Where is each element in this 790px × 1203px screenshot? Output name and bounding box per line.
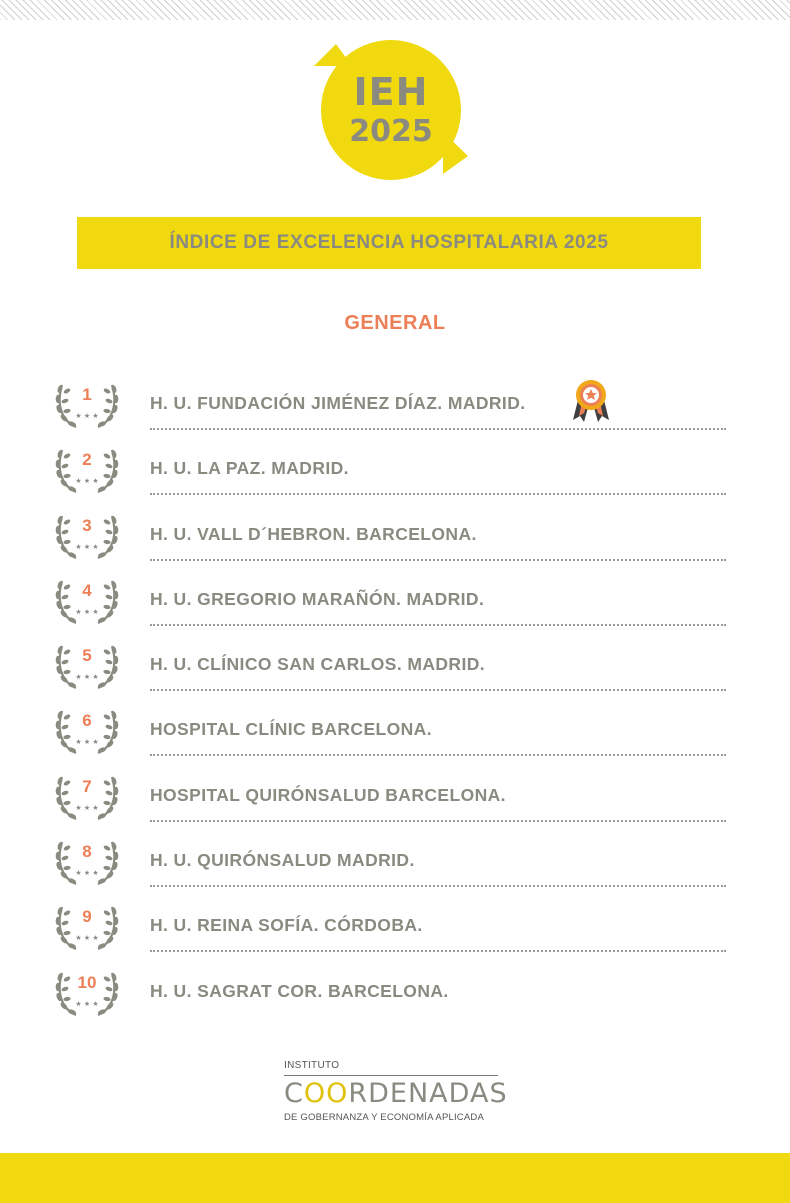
ranking-row: ★ ★ ★ 8 H. U. QUIRÓNSALUD MADRID. xyxy=(0,827,790,892)
row-divider xyxy=(150,819,726,822)
ranking-row: ★ ★ ★ 2 H. U. LA PAZ. MADRID. xyxy=(0,435,790,500)
row-divider xyxy=(150,493,726,496)
laurel-wreath-icon: ★ ★ ★ 6 xyxy=(54,699,120,757)
laurel-wreath-icon: ★ ★ ★ 2 xyxy=(54,438,120,496)
rank-number: 4 xyxy=(82,580,92,600)
top-pattern xyxy=(0,0,790,20)
hospital-name: H. U. LA PAZ. MADRID. xyxy=(150,458,349,479)
hospital-name: H. U. CLÍNICO SAN CARLOS. MADRID. xyxy=(150,654,486,675)
laurel-wreath-icon: ★ ★ ★ 10 xyxy=(54,961,120,1019)
svg-text:★ ★ ★: ★ ★ ★ xyxy=(75,673,98,681)
row-divider xyxy=(150,428,726,430)
org-rule xyxy=(284,1075,498,1076)
logo-acronym: IEH xyxy=(353,70,429,114)
ranking-row: ★ ★ ★ 5 H. U. CLÍNICO SAN CARLOS. MADRID. xyxy=(0,631,790,696)
laurel-wreath-icon: ★ ★ ★ 9 xyxy=(54,895,120,953)
row-divider xyxy=(150,885,726,888)
hospital-name: H. U. SAGRAT COR. BARCELONA. xyxy=(150,980,449,1001)
laurel-wreath-icon: ★ ★ ★ 8 xyxy=(54,830,120,888)
laurel-wreath-icon: ★ ★ ★ 7 xyxy=(54,765,120,823)
ieh-logo: IEH 2025 xyxy=(312,36,472,182)
ranking-row: ★ ★ ★ 7 HOSPITAL QUIRÓNSALUD BARCELONA. xyxy=(0,762,790,827)
rank-number: 6 xyxy=(82,711,92,731)
laurel-wreath-icon: ★ ★ ★ 4 xyxy=(54,569,120,627)
svg-text:★ ★ ★: ★ ★ ★ xyxy=(75,412,98,420)
bottom-band xyxy=(0,1153,790,1203)
hospital-name: H. U. GREGORIO MARAÑÓN. MADRID. xyxy=(150,588,485,609)
logo-year: 2025 xyxy=(349,114,433,149)
row-divider xyxy=(150,623,726,626)
svg-text:★ ★ ★: ★ ★ ★ xyxy=(75,543,98,551)
row-divider xyxy=(150,558,726,561)
ranking-row: ★ ★ ★ 1 H. U. FUNDACIÓN JIMÉNEZ DÍAZ. MAD… xyxy=(0,370,790,435)
row-divider xyxy=(150,950,726,953)
org-name-prefix: C xyxy=(284,1078,304,1109)
ranking-row: ★ ★ ★ 10 H. U. SAGRAT COR. BARCELONA. xyxy=(0,958,790,1023)
ranking-row: ★ ★ ★ 3 H. U. VALL D´HEBRON. BARCELONA. xyxy=(0,501,790,566)
org-name-suffix: RDENADAS xyxy=(348,1078,508,1109)
rank-number: 3 xyxy=(82,515,92,535)
hospital-name: HOSPITAL QUIRÓNSALUD BARCELONA. xyxy=(150,784,506,805)
ranking-row: ★ ★ ★ 9 H. U. REINA SOFÍA. CÓRDOBA. xyxy=(0,892,790,957)
rank-number: 8 xyxy=(82,842,92,862)
rank-number: 10 xyxy=(77,972,97,992)
svg-text:★ ★ ★: ★ ★ ★ xyxy=(75,608,98,616)
ranking-row: ★ ★ ★ 4 H. U. GREGORIO MARAÑÓN. MADRID. xyxy=(0,566,790,631)
svg-text:★ ★ ★: ★ ★ ★ xyxy=(75,1000,98,1008)
coordenadas-logo: INSTITUTO COORDENADAS DE GOBERNANZA Y EC… xyxy=(284,1060,514,1123)
org-name-oo: OO xyxy=(303,1078,349,1109)
title-banner: ÍNDICE DE EXCELENCIA HOSPITALARIA 2025 xyxy=(77,217,701,269)
banner-title: ÍNDICE DE EXCELENCIA HOSPITALARIA 2025 xyxy=(169,232,609,253)
rank-number: 7 xyxy=(82,776,92,796)
ranking-list: ★ ★ ★ 1 H. U. FUNDACIÓN JIMÉNEZ DÍAZ. MAD… xyxy=(0,370,790,1023)
hospital-name: H. U. REINA SOFÍA. CÓRDOBA. xyxy=(150,915,423,936)
svg-text:★ ★ ★: ★ ★ ★ xyxy=(75,738,98,746)
hospital-name: H. U. FUNDACIÓN JIMÉNEZ DÍAZ. MADRID. xyxy=(150,393,526,413)
org-name: COORDENADAS xyxy=(284,1077,514,1111)
row-divider xyxy=(150,689,726,692)
rank-number: 5 xyxy=(82,646,92,666)
rank-number: 2 xyxy=(82,450,92,470)
ranking-row: ★ ★ ★ 6 HOSPITAL CLÍNIC BARCELONA. xyxy=(0,696,790,761)
rank-number: 9 xyxy=(82,907,92,927)
svg-text:★ ★ ★: ★ ★ ★ xyxy=(75,934,98,942)
hospital-name: H. U. QUIRÓNSALUD MADRID. xyxy=(150,850,415,871)
org-top-label: INSTITUTO xyxy=(284,1060,340,1071)
svg-text:★ ★ ★: ★ ★ ★ xyxy=(75,869,98,877)
section-title: GENERAL xyxy=(344,312,446,334)
svg-text:★ ★ ★: ★ ★ ★ xyxy=(75,804,98,812)
laurel-wreath-icon: ★ ★ ★ 3 xyxy=(54,504,120,562)
org-subtitle: DE GOBERNANZA Y ECONOMÍA APLICADA xyxy=(284,1112,485,1123)
hospital-name: H. U. VALL D´HEBRON. BARCELONA. xyxy=(150,523,477,544)
row-divider xyxy=(150,754,726,757)
award-medal-icon xyxy=(570,378,612,424)
laurel-wreath-icon: ★ ★ ★ 5 xyxy=(54,634,120,692)
hospital-name: HOSPITAL CLÍNIC BARCELONA. xyxy=(150,719,432,740)
svg-text:★ ★ ★: ★ ★ ★ xyxy=(75,477,98,485)
laurel-wreath-icon: ★ ★ ★ 1 xyxy=(54,373,120,431)
rank-number: 1 xyxy=(82,385,92,404)
